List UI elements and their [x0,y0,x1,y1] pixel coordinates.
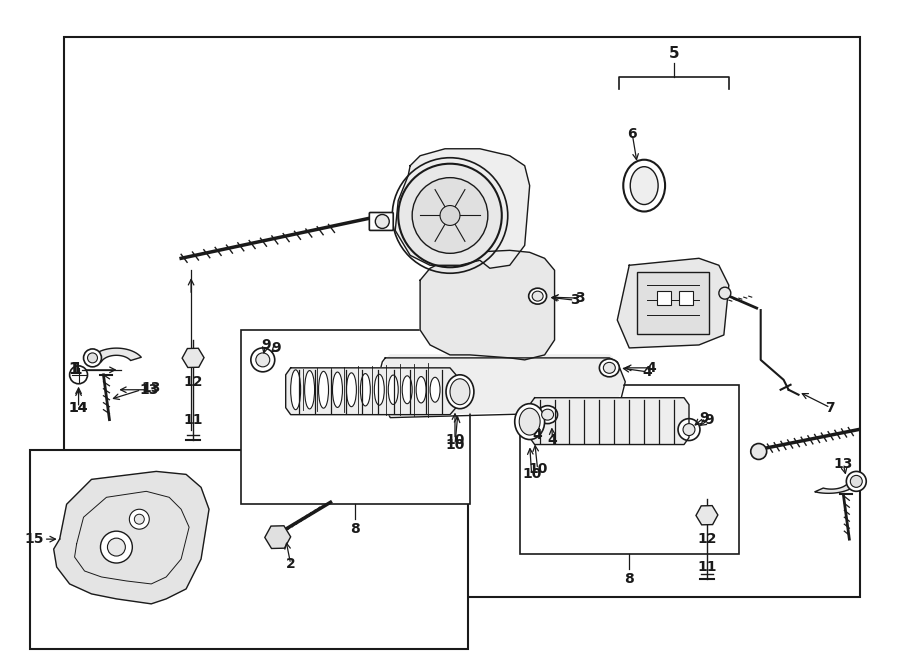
Circle shape [683,424,695,436]
Polygon shape [420,250,554,360]
Polygon shape [285,368,456,414]
Ellipse shape [402,376,412,404]
Text: 3: 3 [574,291,584,305]
Text: 8: 8 [350,522,360,536]
Circle shape [751,444,767,459]
Text: 5: 5 [669,46,680,61]
Text: 10: 10 [528,463,547,477]
Circle shape [678,418,700,440]
Text: 9: 9 [271,341,281,355]
Text: 11: 11 [184,412,202,426]
Text: 4: 4 [533,428,543,442]
Ellipse shape [346,373,356,406]
Bar [679,291,693,305]
Ellipse shape [630,167,658,205]
Text: 12: 12 [184,375,202,389]
Text: 15: 15 [24,532,43,546]
Ellipse shape [416,377,426,403]
Polygon shape [395,149,530,268]
Ellipse shape [446,375,474,408]
Ellipse shape [603,362,616,373]
Circle shape [375,214,390,228]
Ellipse shape [528,288,546,304]
Bar [30,449,468,649]
Text: 10: 10 [446,432,464,447]
Ellipse shape [515,404,544,440]
Text: 4: 4 [646,361,656,375]
Text: 14: 14 [68,401,88,414]
Circle shape [87,353,97,363]
Bar [519,385,739,554]
Ellipse shape [532,291,543,301]
Text: 13: 13 [833,457,853,471]
Ellipse shape [388,375,398,404]
Text: 10: 10 [446,438,464,451]
Ellipse shape [304,371,315,409]
Text: 9: 9 [261,338,271,352]
Ellipse shape [360,373,370,406]
Text: 10: 10 [522,467,541,481]
Text: 9: 9 [704,412,714,426]
Text: 1: 1 [68,362,79,377]
Ellipse shape [537,406,557,424]
Text: 14: 14 [68,401,88,414]
Ellipse shape [542,409,554,420]
Ellipse shape [450,379,470,404]
FancyBboxPatch shape [369,213,393,230]
Bar [637,272,709,334]
Circle shape [398,164,502,267]
Ellipse shape [624,160,665,211]
Circle shape [719,287,731,299]
Polygon shape [381,355,625,414]
Circle shape [134,514,144,524]
Text: 13: 13 [141,381,161,395]
Circle shape [412,177,488,254]
Polygon shape [617,258,729,348]
Circle shape [251,348,274,372]
Ellipse shape [319,371,328,408]
Ellipse shape [430,377,440,402]
Bar [657,291,671,305]
Circle shape [850,475,862,487]
Circle shape [101,531,132,563]
Bar [241,330,470,504]
Text: 3: 3 [570,293,580,307]
Circle shape [846,471,866,491]
Text: 8: 8 [625,572,634,586]
Ellipse shape [374,374,384,405]
Text: 9: 9 [699,410,708,424]
Polygon shape [90,348,141,362]
Text: 4: 4 [548,432,557,447]
Circle shape [107,538,125,556]
Ellipse shape [599,359,619,377]
Circle shape [256,353,270,367]
Text: 11: 11 [698,560,716,574]
Text: 4: 4 [643,365,652,379]
Polygon shape [814,479,859,493]
Circle shape [130,509,149,529]
Text: 6: 6 [627,127,637,141]
Ellipse shape [519,408,540,435]
Circle shape [69,366,87,384]
Bar [64,37,860,597]
Text: 2: 2 [286,557,295,571]
Ellipse shape [291,370,301,410]
Text: 7: 7 [825,401,835,414]
Ellipse shape [332,372,343,407]
Polygon shape [530,398,689,444]
Circle shape [440,205,460,226]
Text: 13: 13 [140,383,159,397]
Text: 12: 12 [698,532,716,546]
Polygon shape [54,471,209,604]
Circle shape [84,349,102,367]
Text: 1: 1 [71,362,82,377]
